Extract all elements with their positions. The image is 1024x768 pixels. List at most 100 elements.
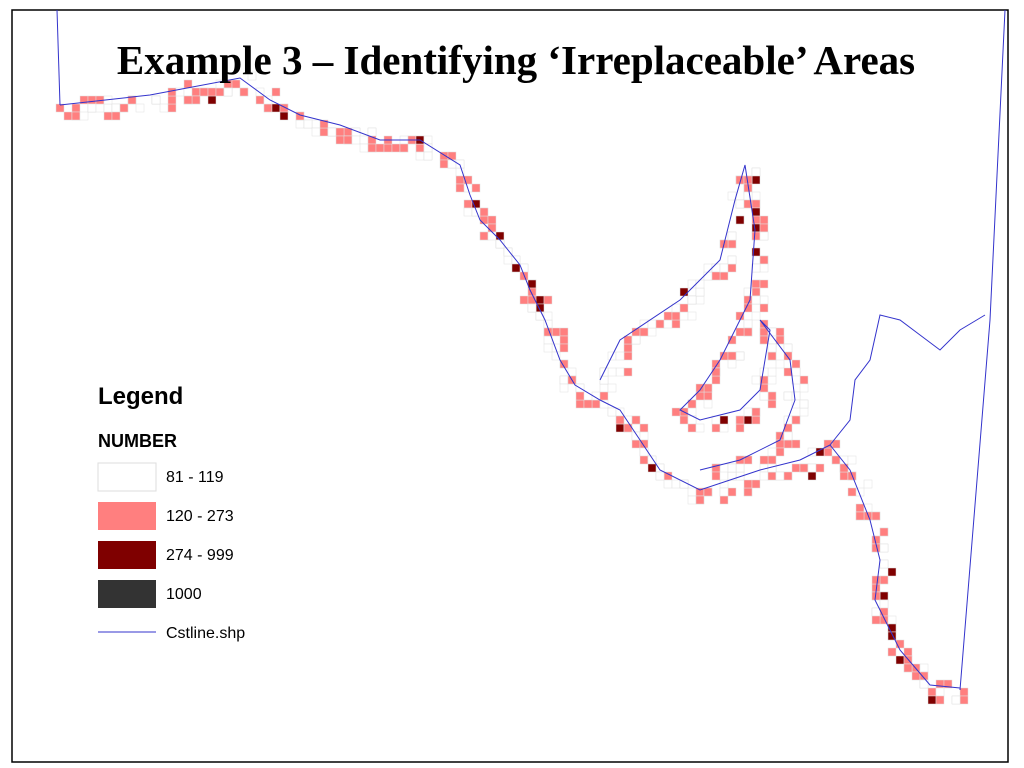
map-cell	[775, 447, 785, 457]
map-cell	[927, 695, 937, 705]
map-cell	[743, 295, 753, 305]
map-cell	[879, 543, 889, 553]
inland-border	[829, 314, 986, 446]
map-cell	[559, 335, 569, 345]
map-cell	[87, 103, 97, 113]
map-cell	[303, 119, 313, 129]
map-cell	[663, 311, 673, 321]
map-cell	[207, 95, 217, 105]
map-cell	[479, 215, 489, 225]
map-cell	[799, 375, 809, 385]
map-cell	[543, 343, 553, 353]
map-cell	[799, 383, 809, 393]
map-cell	[719, 351, 729, 361]
map-cell	[751, 311, 761, 321]
map-cell	[551, 327, 561, 337]
legend-label: 1000	[166, 586, 202, 603]
map-cell	[759, 279, 769, 289]
coast-yorke	[599, 164, 796, 471]
map-cell	[775, 359, 785, 369]
map-cell	[783, 391, 793, 401]
map-cell	[703, 383, 713, 393]
map-cell	[735, 327, 745, 337]
map-cell	[351, 135, 361, 145]
map-cell	[151, 95, 161, 105]
map-cell	[183, 95, 193, 105]
map-cell	[783, 471, 793, 481]
map-cell	[743, 479, 753, 489]
legend-label: Cstline.shp	[166, 625, 245, 642]
map-cell	[95, 103, 105, 113]
map-cell	[743, 303, 753, 313]
map-cell	[807, 447, 817, 457]
map-cell	[727, 191, 737, 201]
map-cell	[871, 575, 881, 585]
map-cell	[759, 295, 769, 305]
map-cell	[679, 479, 689, 489]
map-cell	[455, 175, 465, 185]
map-cell	[735, 199, 745, 209]
map-cell	[767, 471, 777, 481]
map-cell	[511, 263, 521, 273]
map-cell	[687, 295, 697, 305]
map-cell	[743, 319, 753, 329]
map-cell	[919, 671, 929, 681]
map-cell	[639, 431, 649, 441]
map-cell	[743, 487, 753, 497]
map-cell	[575, 391, 585, 401]
map-cell	[607, 407, 617, 417]
map-cell	[671, 303, 681, 313]
map-cell	[159, 103, 169, 113]
map-cell	[895, 639, 905, 649]
map-cell	[767, 447, 777, 457]
map-cell	[767, 455, 777, 465]
map-cell	[631, 335, 641, 345]
map-cell	[599, 383, 609, 393]
map-cell	[487, 231, 497, 241]
map-cell	[695, 495, 705, 505]
map-cell	[359, 143, 369, 153]
map-cell	[719, 271, 729, 281]
map-cell	[727, 351, 737, 361]
map-cell	[423, 151, 433, 161]
map-cell	[663, 319, 673, 329]
map-cell	[231, 79, 241, 89]
map-cell	[919, 663, 929, 673]
map-cell	[167, 103, 177, 113]
map-cell	[487, 215, 497, 225]
map-cell	[759, 471, 769, 481]
map-cell	[727, 359, 737, 369]
map-cell	[767, 351, 777, 361]
map-cell	[751, 231, 761, 241]
map-cell	[783, 439, 793, 449]
map-cell	[855, 511, 865, 521]
map-cell	[767, 391, 777, 401]
map-cell	[607, 383, 617, 393]
map-cell	[311, 127, 321, 137]
map-cell	[271, 87, 281, 97]
map-cell	[919, 679, 929, 689]
map-cell	[615, 367, 625, 377]
map-cell	[391, 143, 401, 153]
map-cell	[879, 527, 889, 537]
map-cell	[727, 239, 737, 249]
map-cell	[599, 391, 609, 401]
map-cell	[71, 111, 81, 121]
map-cell	[455, 159, 465, 169]
map-cell	[647, 319, 657, 329]
map-cell	[695, 287, 705, 297]
map-cell	[687, 423, 697, 433]
map-cell	[743, 327, 753, 337]
map-cell	[791, 367, 801, 377]
map-cell	[903, 663, 913, 673]
map-cell	[719, 487, 729, 497]
map-cell	[751, 191, 761, 201]
map-cell	[831, 455, 841, 465]
map-cell	[415, 151, 425, 161]
map-cell	[799, 463, 809, 473]
map-cell	[895, 655, 905, 665]
map-cell	[735, 415, 745, 425]
map-cell	[559, 375, 569, 385]
map-cell	[191, 87, 201, 97]
map-cell	[183, 87, 193, 97]
